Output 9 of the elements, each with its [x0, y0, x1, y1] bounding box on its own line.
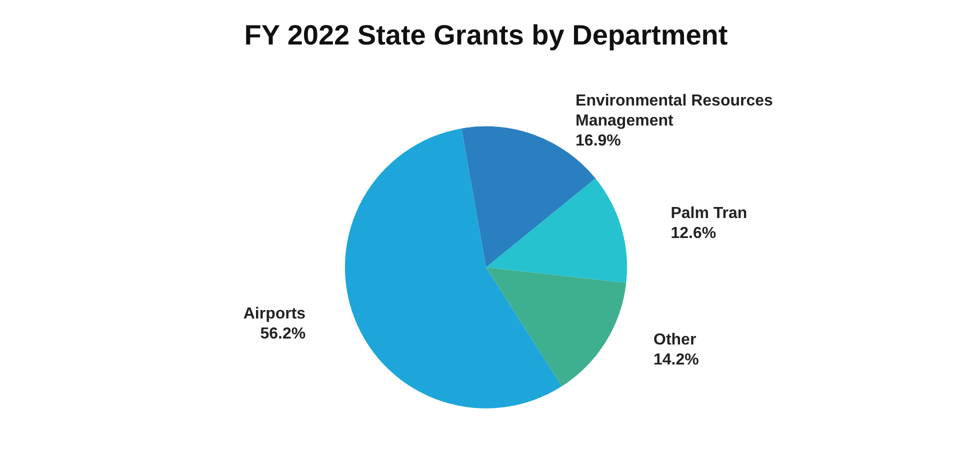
chart-title: FY 2022 State Grants by Department: [244, 20, 728, 50]
slice-label: Palm Tran: [670, 204, 748, 222]
data-label: 16.9%: [576, 132, 621, 150]
data-label: 12.6%: [670, 224, 716, 242]
data-label: 14.2%: [653, 351, 699, 368]
data-label: 56.2%: [260, 325, 306, 342]
slice-label: Airports: [243, 305, 306, 322]
slice-label: Environmental Resources Management: [576, 92, 778, 130]
slice-label: Other: [653, 331, 696, 348]
